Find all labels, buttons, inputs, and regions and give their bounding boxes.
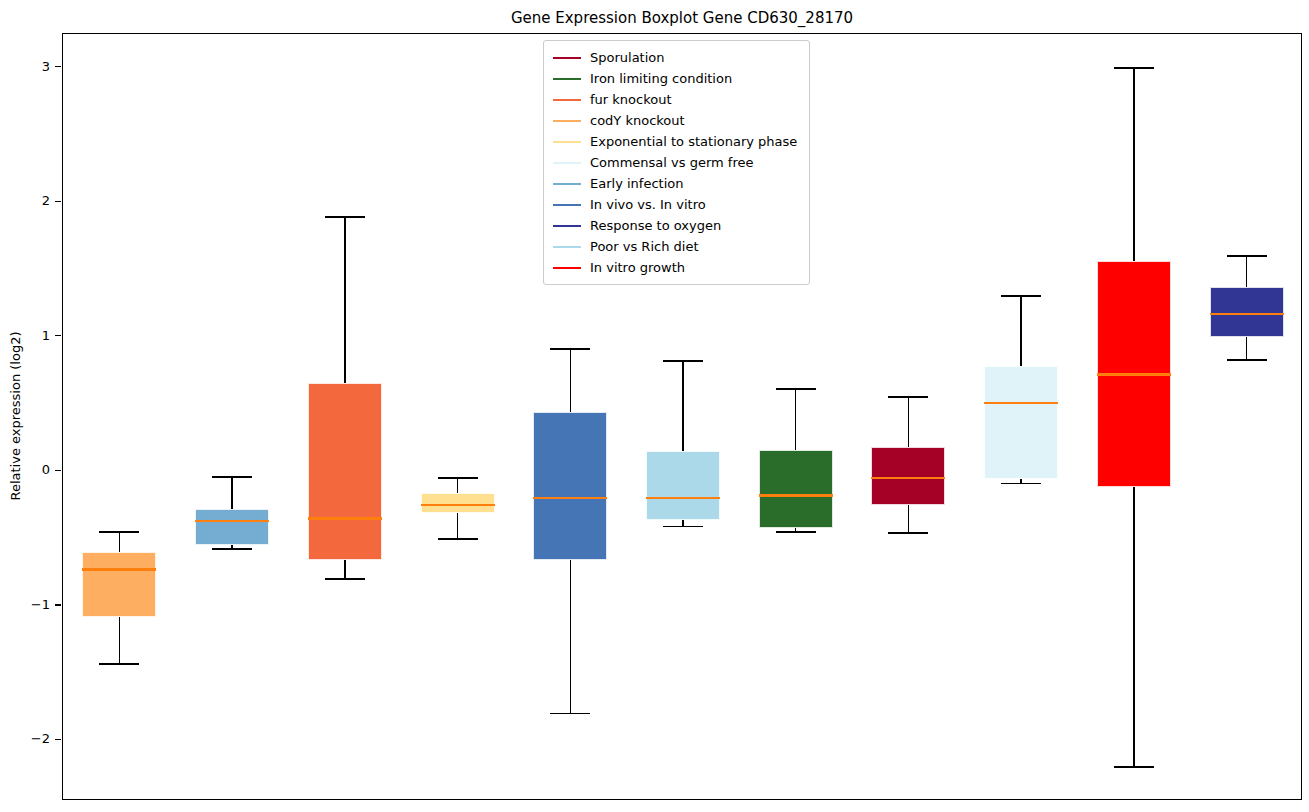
legend-entry-label: fur knockout <box>590 92 672 107</box>
boxplot-box <box>984 366 1058 479</box>
whisker-cap-top <box>325 216 365 218</box>
boxplot-box <box>82 552 156 617</box>
legend-entry: Exponential to stationary phase <box>553 131 797 152</box>
legend-line-swatch <box>553 162 581 164</box>
y-tick-label: 0 <box>4 463 50 477</box>
whisker-cap-bottom <box>550 713 590 715</box>
whisker-cap-bottom <box>888 532 928 534</box>
whisker-cap-bottom <box>663 526 703 528</box>
legend-line-swatch <box>553 183 581 185</box>
median-line <box>308 517 382 519</box>
y-tick-label: 2 <box>4 194 50 208</box>
legend-line-swatch <box>553 246 581 248</box>
legend-entry: Commensal vs germ free <box>553 152 797 173</box>
legend-entry: In vitro growth <box>553 257 797 278</box>
boxplot-box <box>759 450 833 528</box>
median-line <box>1210 313 1284 315</box>
median-line <box>759 494 833 496</box>
legend-entry: Sporulation <box>553 47 797 68</box>
legend-line-swatch <box>553 78 581 80</box>
whisker-cap-top <box>438 477 478 479</box>
legend-line-swatch <box>553 267 581 269</box>
boxplot-box <box>195 509 269 545</box>
legend: Sporulation Iron limiting condition fur kn… <box>543 40 810 285</box>
legend-entry-label: Early infection <box>590 176 683 191</box>
median-line <box>871 477 945 479</box>
legend-line-swatch <box>553 120 581 122</box>
legend-entry-label: Iron limiting condition <box>590 71 732 86</box>
median-line <box>1097 373 1171 375</box>
legend-entry: In vivo vs. In vitro <box>553 194 797 215</box>
whisker-cap-bottom <box>325 578 365 580</box>
legend-entry-label: In vivo vs. In vitro <box>590 197 706 212</box>
whisker-cap-top <box>776 388 816 390</box>
legend-entry: Response to oxygen <box>553 215 797 236</box>
median-line <box>421 504 495 506</box>
y-tick-mark <box>55 201 61 202</box>
legend-entry: codY knockout <box>553 110 797 131</box>
whisker-cap-bottom <box>99 663 139 665</box>
chart-title: Gene Expression Boxplot Gene CD630_28170 <box>62 9 1302 27</box>
legend-entry-label: Poor vs Rich diet <box>590 239 698 254</box>
y-tick-mark <box>55 604 61 605</box>
legend-entry-label: Response to oxygen <box>590 218 721 233</box>
legend-entry-label: Sporulation <box>590 50 665 65</box>
y-tick-mark <box>55 739 61 740</box>
whisker-cap-bottom <box>776 531 816 533</box>
legend-entry: fur knockout <box>553 89 797 110</box>
y-tick-mark <box>55 470 61 471</box>
whisker-cap-bottom <box>438 538 478 540</box>
boxplot-box <box>646 451 720 520</box>
figure: Gene Expression Boxplot Gene CD630_28170… <box>0 0 1309 812</box>
legend-line-swatch <box>553 225 581 227</box>
whisker-cap-top <box>663 360 703 362</box>
y-tick-label: 1 <box>4 329 50 343</box>
legend-entry-label: In vitro growth <box>590 260 685 275</box>
median-line <box>533 497 607 499</box>
whisker-cap-bottom <box>1001 483 1041 485</box>
legend-line-swatch <box>553 99 581 101</box>
whisker-cap-bottom <box>1227 359 1267 361</box>
whisker-cap-top <box>550 348 590 350</box>
whisker-cap-top <box>1001 295 1041 297</box>
median-line <box>195 520 269 522</box>
whisker-cap-bottom <box>1114 766 1154 768</box>
median-line <box>82 568 156 570</box>
legend-entry-label: Commensal vs germ free <box>590 155 753 170</box>
median-line <box>646 497 720 499</box>
legend-line-swatch <box>553 141 581 143</box>
whisker-cap-top <box>212 476 252 478</box>
y-tick-label: 3 <box>4 60 50 74</box>
whisker-cap-bottom <box>212 548 252 550</box>
y-tick-label: −2 <box>4 732 50 746</box>
boxplot-box <box>533 412 607 560</box>
legend-entry-label: codY knockout <box>590 113 685 128</box>
legend-entry: Poor vs Rich diet <box>553 236 797 257</box>
legend-line-swatch <box>553 204 581 206</box>
y-tick-mark <box>55 335 61 336</box>
boxplot-box <box>308 383 382 561</box>
whisker-cap-top <box>1114 67 1154 69</box>
y-tick-mark <box>55 66 61 67</box>
legend-line-swatch <box>553 57 581 59</box>
legend-entry-label: Exponential to stationary phase <box>590 134 797 149</box>
whisker-cap-top <box>1227 255 1267 257</box>
legend-entry: Iron limiting condition <box>553 68 797 89</box>
whisker-cap-top <box>99 531 139 533</box>
legend-entry: Early infection <box>553 173 797 194</box>
whisker-cap-top <box>888 396 928 398</box>
median-line <box>984 402 1058 404</box>
y-tick-label: −1 <box>4 598 50 612</box>
